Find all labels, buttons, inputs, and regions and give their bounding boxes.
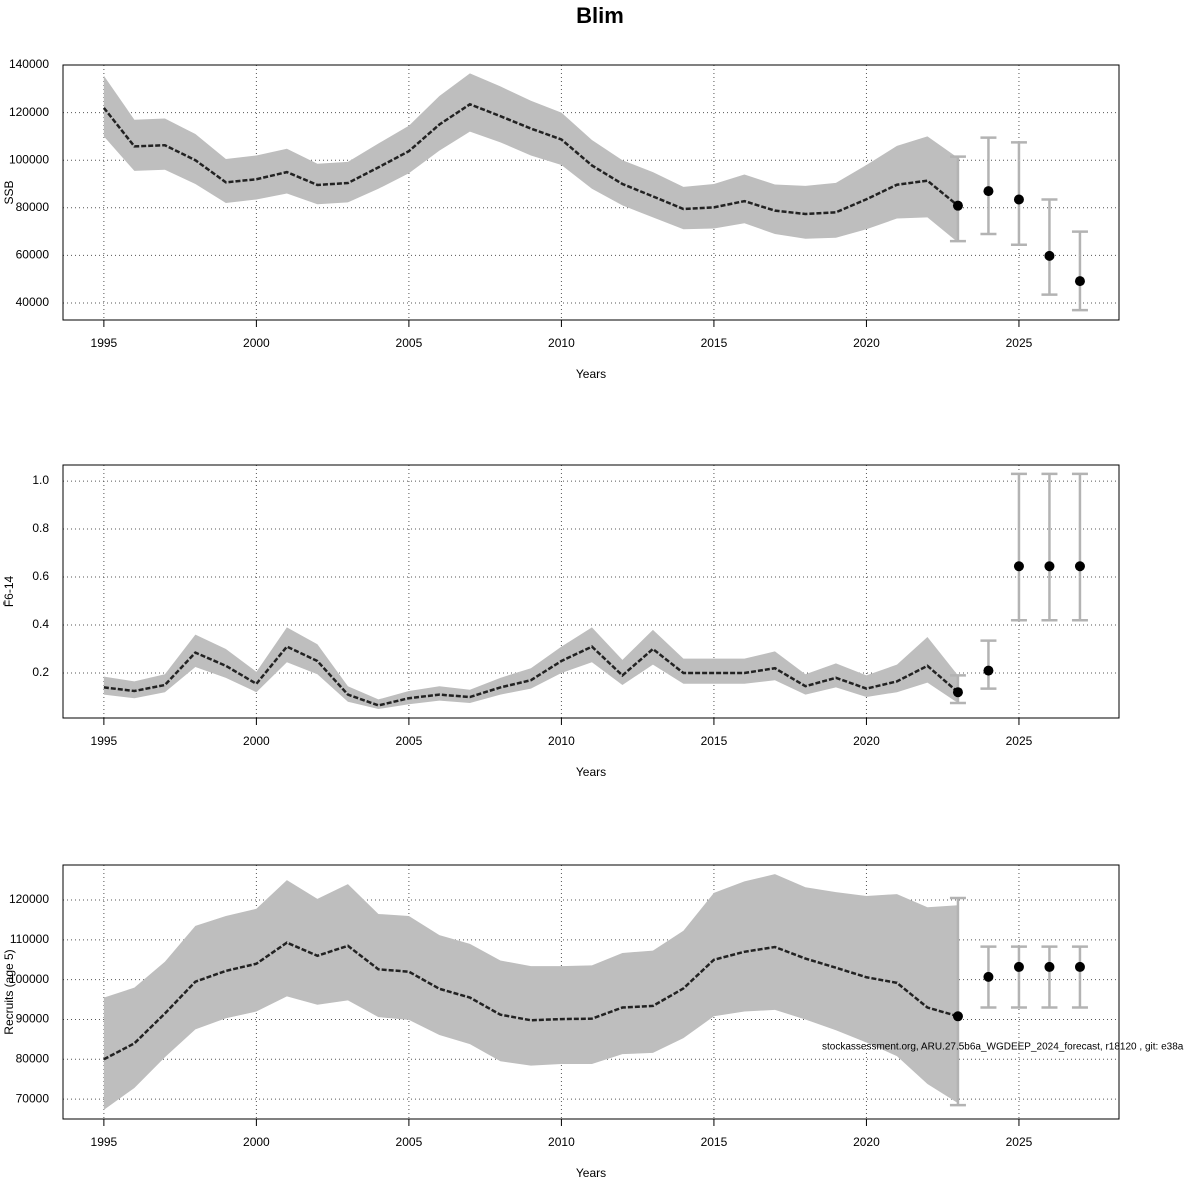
estimate-line <box>102 102 959 216</box>
x-tick-label: 2000 <box>243 336 270 350</box>
x-tick-label: 2010 <box>548 1135 575 1149</box>
x-tick-label: 2020 <box>853 734 880 748</box>
x-tick-label: 2000 <box>243 734 270 748</box>
plot-frame <box>62 64 1120 321</box>
y-tick-label: 0.4 <box>32 617 49 631</box>
forecast-point <box>952 200 963 211</box>
x-axis-label: Years <box>576 367 606 381</box>
y-tick-label: 140000 <box>9 57 49 71</box>
y-tick-label: 0.6 <box>32 569 49 583</box>
forecast-point <box>1013 194 1024 205</box>
confidence-band <box>103 627 958 710</box>
y-tick-label: 120000 <box>9 892 49 906</box>
plot-frame <box>62 864 1120 1120</box>
y-tick-label: 60000 <box>16 248 50 262</box>
x-tick-label: 2025 <box>1006 336 1033 350</box>
x-tick-label: 2025 <box>1006 734 1033 748</box>
forecast-point <box>1044 961 1055 972</box>
plot-area <box>63 65 1119 320</box>
forecast-point <box>983 971 994 982</box>
estimate-line <box>103 645 959 707</box>
x-axis-label: Years <box>576 1166 606 1180</box>
annotation: stockassessment.org, ARU.27.5b6a_WGDEEP_… <box>822 1042 1184 1053</box>
x-tick-label: 2015 <box>701 336 728 350</box>
y-axis-label: SSB <box>2 180 16 204</box>
y-tick-label: 100000 <box>9 972 49 986</box>
forecast-point <box>1074 276 1085 287</box>
x-tick-label: 2025 <box>1006 1135 1033 1149</box>
x-tick-label: 1995 <box>91 1135 118 1149</box>
y-tick-label: 40000 <box>16 295 50 309</box>
y-tick-label: 1.0 <box>32 473 49 487</box>
x-tick-label: 2005 <box>396 1135 423 1149</box>
y-tick-label: 110000 <box>10 932 49 946</box>
y-axis-label: F̄6-14 <box>2 576 16 608</box>
plot-area <box>63 465 1119 718</box>
x-tick-label: 2020 <box>853 336 880 350</box>
y-axis-label: Recruits (age 5) <box>2 949 16 1034</box>
y-tick-label: 80000 <box>16 1051 50 1065</box>
x-tick-label: 2015 <box>701 1135 728 1149</box>
plot-frame <box>62 464 1120 719</box>
forecast-point <box>1074 961 1085 972</box>
y-tick-label: 90000 <box>16 1012 50 1026</box>
x-tick-label: 2015 <box>701 734 728 748</box>
y-tick-label: 0.2 <box>32 665 49 679</box>
forecast-point <box>1013 561 1024 572</box>
x-tick-label: 2005 <box>396 734 423 748</box>
x-tick-label: 2010 <box>548 734 575 748</box>
x-tick-label: 2000 <box>243 1135 270 1149</box>
forecast-point <box>983 186 994 197</box>
forecast-point <box>952 1011 963 1022</box>
confidence-band <box>103 874 958 1110</box>
confidence-band <box>103 73 958 243</box>
x-tick-label: 1995 <box>91 734 118 748</box>
forecast-point <box>983 665 994 676</box>
y-tick-label: 120000 <box>9 105 49 119</box>
forecast-point <box>1044 561 1055 572</box>
forecast-point <box>1013 961 1024 972</box>
y-tick-label: 70000 <box>16 1091 50 1105</box>
y-tick-label: 80000 <box>16 200 50 214</box>
x-axis-label: Years <box>576 765 606 779</box>
forecast-point <box>1074 561 1085 572</box>
plot-area <box>63 865 1119 1119</box>
x-tick-label: 1995 <box>91 336 118 350</box>
chart-title: Blim <box>576 3 624 28</box>
x-tick-label: 2010 <box>548 336 575 350</box>
x-tick-label: 2020 <box>853 1135 880 1149</box>
y-tick-label: 100000 <box>9 152 49 166</box>
forecast-point <box>952 687 963 698</box>
y-tick-label: 0.8 <box>32 521 49 535</box>
estimate-line <box>103 941 959 1061</box>
x-tick-label: 2005 <box>396 336 423 350</box>
forecast-point <box>1044 250 1055 261</box>
